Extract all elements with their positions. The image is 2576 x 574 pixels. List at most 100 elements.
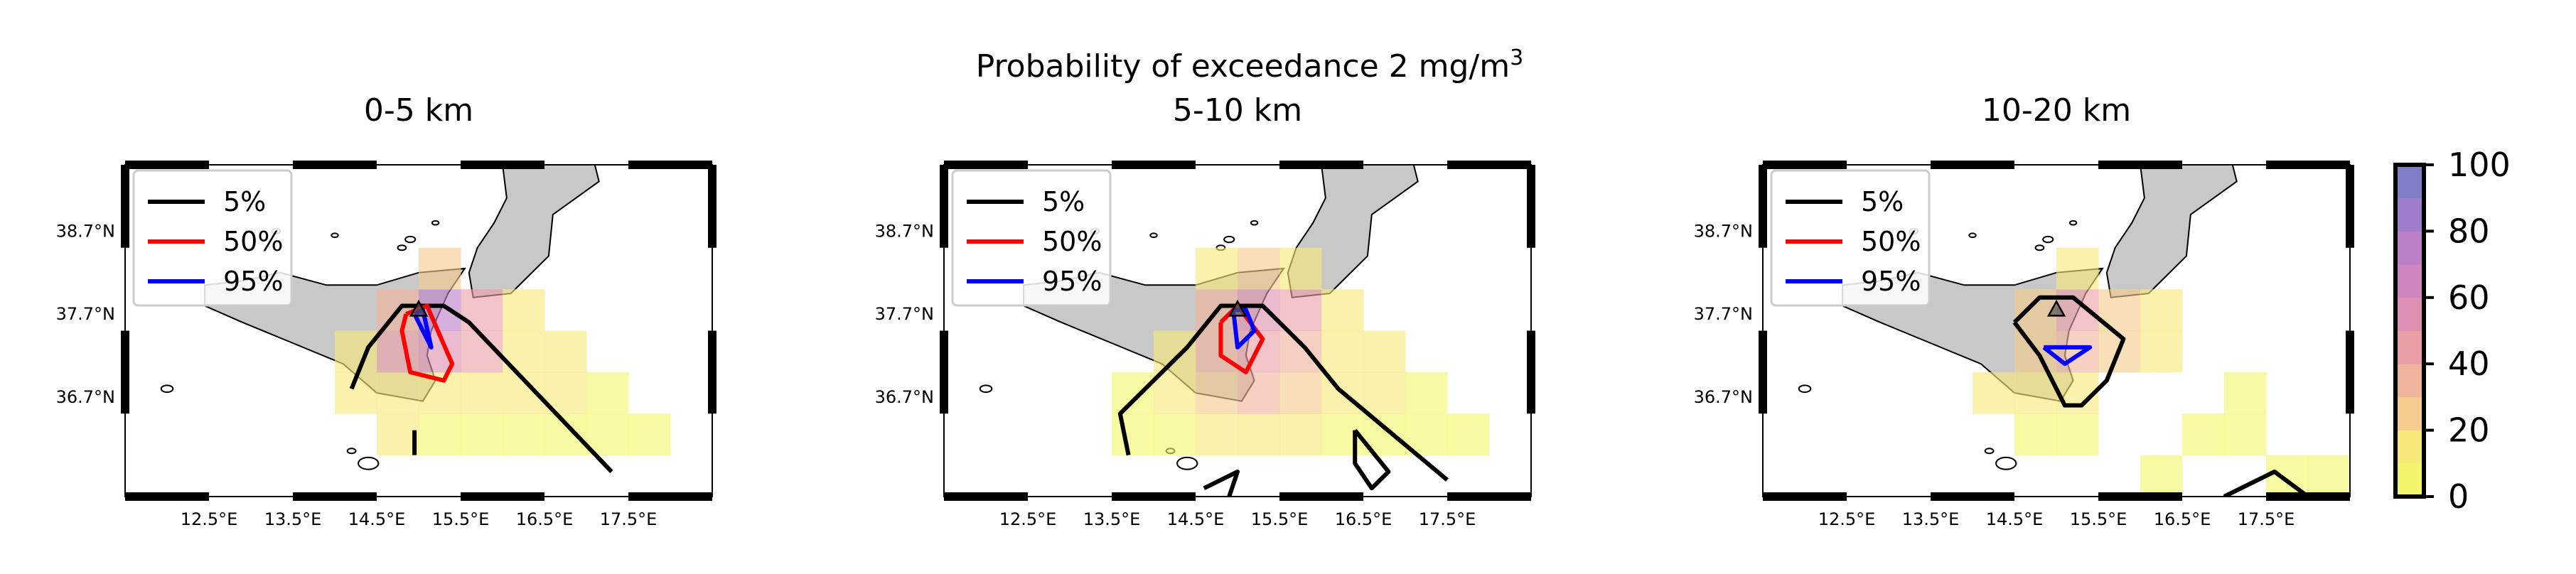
- heatmap-cell: [461, 289, 503, 331]
- colorbar-segment: [2395, 430, 2424, 464]
- y-tick-label: 36.7°N: [56, 387, 115, 407]
- heatmap-cell: [1363, 372, 1406, 414]
- frame-segment: [2266, 161, 2350, 169]
- frame-segment: [293, 161, 377, 169]
- legend-label: 95%: [223, 266, 283, 297]
- x-tick-label: 14.5°E: [1986, 509, 2044, 529]
- x-tick-label: 12.5°E: [181, 509, 238, 529]
- contour-95pct: [2042, 345, 2093, 367]
- island: [160, 384, 174, 394]
- frame-segment: [2346, 165, 2354, 248]
- frame-segment: [940, 165, 948, 248]
- heatmap-cell: [2014, 413, 2057, 456]
- legend-label: 50%: [1042, 226, 1102, 257]
- map-area: [125, 165, 712, 497]
- legend-label: 5%: [1042, 186, 1085, 217]
- heatmap-cell: [2140, 289, 2183, 331]
- island: [331, 232, 339, 239]
- x-tick-label: 13.5°E: [1902, 509, 1960, 529]
- heatmap-cell: [2182, 413, 2225, 456]
- volcano-marker: [1228, 299, 1247, 317]
- heatmap-cell: [1238, 247, 1280, 290]
- frame-segment: [461, 161, 544, 169]
- heatmap-cell: [544, 330, 587, 373]
- frame-segment: [940, 330, 948, 414]
- heatmap-cell: [2056, 247, 2099, 290]
- island: [1968, 232, 1977, 239]
- heatmap-cell: [377, 413, 419, 456]
- heatmap-cell: [377, 330, 419, 373]
- frame-segment: [1763, 161, 1847, 169]
- frame-segment: [628, 492, 712, 501]
- frame-segment: [708, 330, 717, 414]
- y-tick-label: 36.7°N: [875, 387, 934, 407]
- panel-title: 10-20 km: [1982, 92, 2131, 129]
- frame-segment: [125, 492, 209, 501]
- frame-segment: [1931, 492, 2014, 501]
- heatmap-cell: [1973, 372, 2015, 414]
- frame-segment: [1279, 492, 1363, 501]
- volcano-marker: [2046, 299, 2066, 317]
- x-tick-label: 13.5°E: [1083, 509, 1141, 529]
- heatmap-cell: [2056, 330, 2099, 373]
- heatmap-cell: [2056, 413, 2099, 456]
- island: [1176, 456, 1198, 470]
- heatmap-cell: [2140, 455, 2183, 497]
- frame-segment: [1759, 330, 1767, 414]
- heatmap-cell: [586, 413, 629, 456]
- colorbar-tick-label: 0: [2448, 477, 2469, 516]
- colorbar-tick-label: 20: [2448, 411, 2490, 450]
- colorbar-segment: [2395, 297, 2424, 331]
- frame-segment: [121, 330, 129, 414]
- colorbar-segment: [2395, 364, 2424, 398]
- heatmap-cell: [419, 247, 461, 290]
- colorbar-tick-label: 100: [2448, 146, 2511, 184]
- x-tick-label: 14.5°E: [1167, 509, 1225, 529]
- frame-segment: [944, 492, 1028, 501]
- x-tick-label: 17.5°E: [2238, 509, 2295, 529]
- heatmap-cell: [1238, 413, 1280, 456]
- y-tick-label: 38.7°N: [875, 221, 934, 241]
- contour-5pct: [1353, 428, 1391, 491]
- heatmap-cell: [419, 413, 461, 456]
- colorbar-segment: [2395, 330, 2424, 364]
- frame-segment: [2098, 161, 2182, 169]
- colorbar-tick-label: 60: [2448, 278, 2490, 317]
- island: [346, 448, 357, 455]
- heatmap-cell: [335, 330, 377, 373]
- heatmap-cell: [2224, 372, 2267, 414]
- heatmap-cell: [1154, 413, 1196, 456]
- panel-title: 5-10 km: [1173, 92, 1302, 129]
- heatmap-cell: [628, 413, 671, 456]
- island: [1798, 384, 1812, 394]
- x-tick-label: 15.5°E: [2070, 509, 2127, 529]
- island: [1250, 220, 1259, 226]
- legend: 5% 50% 95%: [951, 169, 1112, 307]
- heatmap-cell: [1279, 289, 1322, 331]
- heatmap-cell: [1196, 372, 1238, 414]
- y-tick-label: 37.7°N: [1694, 304, 1753, 324]
- frame-segment: [628, 161, 712, 169]
- y-tick-label: 37.7°N: [56, 304, 115, 324]
- frame-segment: [461, 492, 544, 501]
- heatmap-cell: [2140, 330, 2183, 373]
- panel-title: 0-5 km: [364, 92, 473, 129]
- legend-label: 50%: [223, 226, 283, 257]
- frame-segment: [1447, 492, 1531, 501]
- legend-label: 5%: [223, 186, 266, 217]
- x-tick-label: 16.5°E: [2154, 509, 2211, 529]
- contour-5pct: [2223, 470, 2309, 497]
- heatmap-cell: [1321, 330, 1364, 373]
- heatmap-cell: [1279, 330, 1322, 373]
- heatmap-cell: [1196, 413, 1238, 456]
- colorbar: 100 80 60 40 20 0: [2393, 146, 2511, 516]
- contour-5pct: [2012, 295, 2126, 408]
- frame-segment: [1763, 492, 1847, 501]
- island: [404, 235, 417, 244]
- heatmap-cell: [1279, 413, 1322, 456]
- frame-segment: [2098, 492, 2182, 501]
- frame-segment: [944, 161, 1028, 169]
- frame-segment: [1931, 161, 2014, 169]
- frame-segment: [1447, 161, 1531, 169]
- heatmap-cell: [1112, 372, 1154, 414]
